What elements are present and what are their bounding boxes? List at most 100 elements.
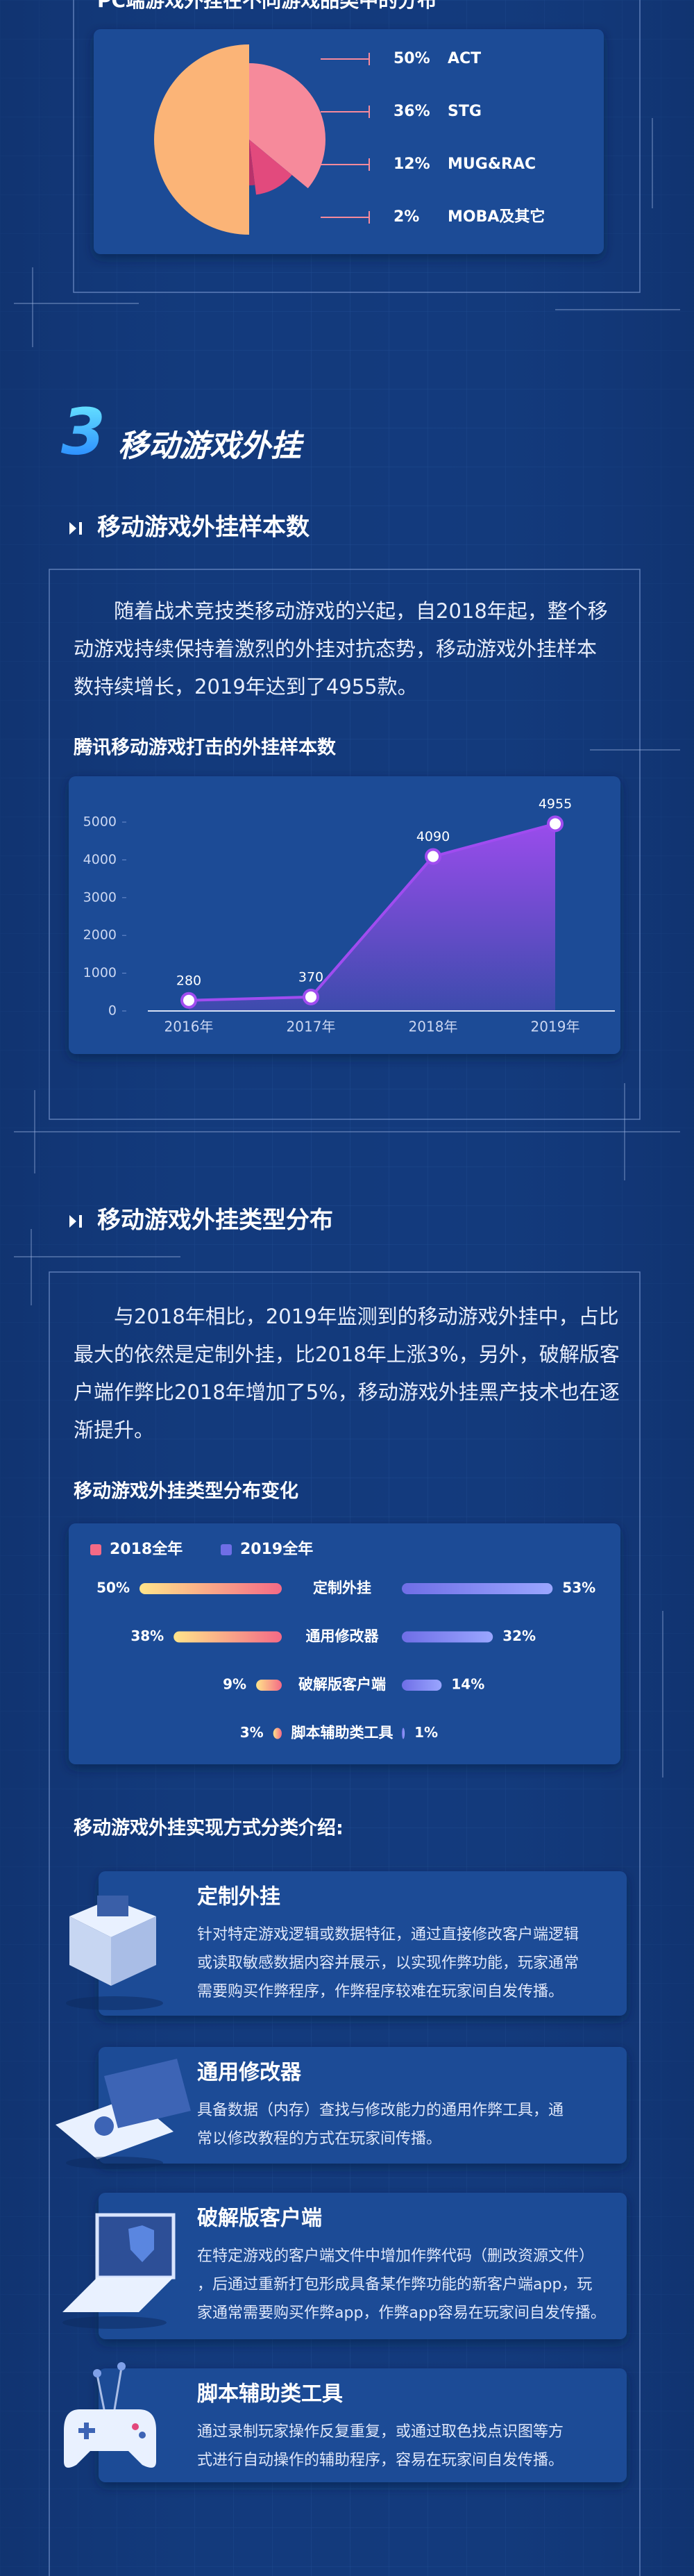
bar (402, 1583, 553, 1594)
paragraph: 随着战术竞技类移动游戏的兴起，自2018年起，整个移动游戏持续保持着激烈的外挂对… (74, 599, 608, 699)
y-tick-label: 4000 (83, 852, 117, 867)
point (303, 988, 319, 1005)
frame-types (49, 1271, 641, 2576)
method-title: 破解版客户端 (197, 2207, 322, 2231)
line-chart: 0 1000 2000 3000 4000 5000 280 2016年 370 2017年 409… (83, 796, 615, 1035)
frame-samples (49, 569, 641, 1120)
bar (256, 1680, 282, 1691)
x-tick-label: 2016年 (164, 1019, 214, 1035)
point (425, 848, 441, 865)
legend-swatch (221, 1544, 232, 1555)
legend-label: ACT (448, 50, 481, 67)
category-label: 定制外挂 (313, 1580, 371, 1596)
category-label: 破解版客户端 (298, 1676, 386, 1693)
paragraph-line: 最大的依然是定制外挂，比2018年上涨3%，另外，破解版客 (74, 1343, 620, 1366)
bar (139, 1583, 282, 1594)
pie-title: PC端游戏外挂在不同游戏品类中的分布 (97, 0, 437, 12)
method-line: 需要购买作弊程序，作弊程序较难在玩家间自发传播。 (197, 1983, 564, 2000)
value-label: 2% (393, 208, 419, 226)
data-label: 4090 (416, 829, 450, 844)
legend-label: 2019全年 (240, 1540, 313, 1558)
method-line: 家通常需要购买作弊app，作弊app容易在玩家间自发传播。 (197, 2305, 606, 2322)
decorations (14, 118, 680, 1778)
method-line: 在特定游戏的客户端文件中增加作弊代码（删改资源文件） (197, 2248, 594, 2265)
bar (402, 1631, 493, 1643)
data-label: 4955 (539, 796, 572, 812)
method-line: 针对特定游戏逻辑或数据特征，通过直接修改客户端逻辑 (197, 1926, 579, 1943)
method-card (99, 2047, 627, 2164)
y-tick-label: 3000 (83, 889, 117, 905)
category-label: 脚本辅助类工具 (291, 1725, 393, 1741)
legend-label: 2018全年 (110, 1540, 183, 1558)
bar (402, 1680, 442, 1691)
legend-label: MUG&RAC (448, 156, 536, 173)
frame-pie (73, 0, 641, 293)
y-tick-label: 2000 (83, 928, 117, 943)
paragraph-line: 随着战术竞技类移动游戏的兴起，自2018年起，整个移 (114, 599, 608, 623)
method-line: 常以修改教程的方式在玩家间传播。 (197, 2130, 441, 2148)
point (180, 992, 197, 1009)
paragraph-line: 与2018年相比，2019年监测到的移动游戏外挂中，占比 (114, 1305, 619, 1328)
x-tick-label: 2017年 (287, 1019, 336, 1035)
method-card (99, 1871, 627, 2016)
method-line: ，后通过重新打包形成具备某作弊功能的新客户端app，玩 (197, 2276, 592, 2293)
methods-list: 定制外挂针对特定游戏逻辑或数据特征，通过直接修改客户端逻辑或读取敏感数据内容并展… (99, 1871, 627, 2482)
method-line: 或读取敏感数据内容并展示，以实现作弊功能，玩家通常 (197, 1955, 579, 1972)
y-tick-label: 0 (108, 1003, 117, 1019)
method-card (99, 2368, 627, 2482)
pie-slice (249, 63, 325, 189)
method-card (99, 2193, 627, 2339)
x-tick-label: 2019年 (531, 1019, 580, 1035)
line (188, 822, 556, 1002)
paragraph-line: 户端作弊比2018年增加了5%，移动游戏外挂黑产技术也在逐 (74, 1380, 620, 1404)
method-line: 式进行自动操作的辅助程序，容易在玩家间自发传播。 (197, 2452, 564, 2469)
method-line: 具备数据（内存）查找与修改能力的通用作弊工具，通 (197, 2102, 564, 2119)
value-label: 53% (562, 1580, 595, 1596)
value-label: 32% (502, 1628, 536, 1644)
area (189, 823, 555, 1011)
legend-label: MOBA及其它 (448, 208, 545, 226)
heading-arrow (69, 1215, 76, 1228)
paragraph: 与2018年相比，2019年监测到的移动游戏外挂中，占比最大的依然是定制外挂，比… (74, 1305, 620, 1442)
method-title: 通用修改器 (197, 2061, 302, 2085)
value-label: 12% (393, 156, 430, 173)
value-label: 1% (414, 1724, 438, 1741)
y-tick-label: 5000 (83, 814, 117, 830)
legend-label: STG (448, 103, 482, 120)
heading-arrow (79, 1215, 82, 1228)
icon-box (66, 1896, 163, 2010)
bar (273, 1728, 282, 1739)
data-label: 370 (298, 969, 323, 985)
paragraph-line: 动游戏持续保持着激烈的外挂对抗态势，移动游戏外挂样本 (74, 637, 597, 661)
y-tick-label: 1000 (83, 965, 117, 980)
icon-laptop (62, 2213, 176, 2329)
chart-title: 腾讯移动游戏打击的外挂样本数 (74, 737, 337, 759)
pie-slice (154, 44, 249, 235)
methods-title: 移动游戏外挂实现方式分类介绍: (74, 1817, 344, 1839)
section-number: 3 (61, 394, 105, 469)
bar (402, 1728, 405, 1739)
heading-arrow (69, 522, 76, 535)
x-tick-label: 2018年 (409, 1019, 458, 1035)
value-label: 50% (393, 50, 430, 67)
icon-document (56, 2059, 191, 2169)
legend-swatch (90, 1544, 101, 1555)
heading-arrow (79, 522, 82, 535)
value-label: 50% (96, 1580, 130, 1596)
data-label: 280 (176, 973, 201, 988)
method-line: 通过录制玩家操作反复重复，或通过取色找点识图等方 (197, 2423, 564, 2441)
value-label: 14% (451, 1676, 484, 1693)
pie-chart: 50% ACT 36% STG 12% MUG&RAC 2% MOBA及其它 (154, 44, 545, 235)
icon-gamepad (64, 2362, 156, 2468)
value-label: 3% (240, 1724, 264, 1741)
pie-slice (249, 140, 255, 185)
category-label: 通用修改器 (306, 1628, 380, 1645)
paragraph-line: 渐提升。 (74, 1419, 154, 1442)
subsection-title: 移动游戏外挂类型分布 (97, 1207, 333, 1235)
bar (174, 1631, 282, 1643)
subsection-title: 移动游戏外挂样本数 (97, 514, 310, 542)
chart-title: 移动游戏外挂类型分布变化 (74, 1480, 298, 1503)
